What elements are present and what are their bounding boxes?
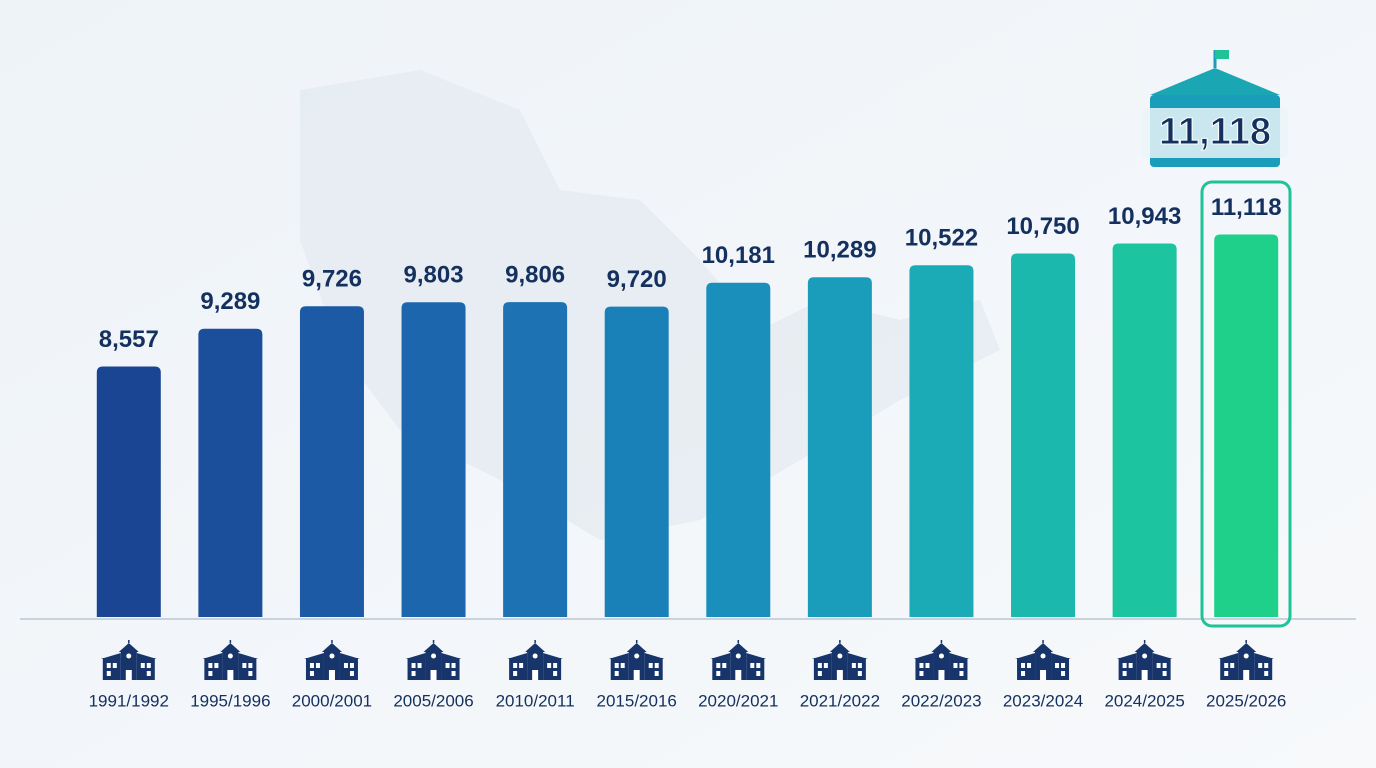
bar [1011, 253, 1076, 617]
bar [706, 282, 771, 617]
bar [96, 366, 161, 617]
highlight-frame [1200, 180, 1292, 628]
x-tick-label: 2020/2021 [698, 691, 778, 710]
bar [299, 306, 364, 617]
x-tick-label: 1995/1996 [190, 691, 270, 710]
bar [401, 302, 466, 617]
data-label: 10,750 [1006, 213, 1079, 240]
data-label: 9,720 [607, 266, 667, 293]
data-label: 11,118 [1211, 194, 1282, 221]
x-tick-label: 2000/2001 [292, 691, 372, 710]
x-tick-label: 2021/2022 [800, 691, 880, 710]
bar [909, 265, 974, 617]
bar [198, 328, 263, 617]
bar [1214, 234, 1279, 617]
x-tick-label: 2005/2006 [393, 691, 473, 710]
data-label: 10,522 [905, 225, 978, 252]
bar [807, 277, 872, 617]
x-tick-label: 2015/2016 [597, 691, 677, 710]
data-label: 10,181 [702, 242, 775, 269]
x-tick-label: 2023/2024 [1003, 691, 1083, 710]
data-label: 10,289 [803, 237, 876, 264]
x-tick-label: 1991/1992 [89, 691, 169, 710]
data-label: 9,726 [302, 266, 362, 293]
callout: 11,118 [1142, 50, 1288, 167]
data-label: 9,803 [404, 262, 464, 289]
data-label: 9,806 [505, 261, 565, 288]
x-tick-label: 2025/2026 [1206, 691, 1286, 710]
x-tick-label: 2024/2025 [1104, 691, 1184, 710]
bar [503, 302, 568, 617]
bar [1112, 243, 1177, 617]
data-label: 9,289 [200, 288, 260, 315]
data-label: 8,557 [99, 326, 159, 353]
data-label: 10,943 [1108, 203, 1181, 230]
x-tick-label: 2010/2011 [496, 691, 575, 710]
bar [604, 306, 669, 617]
callout-value: 11,118 [1159, 111, 1271, 153]
x-tick-label: 2022/2023 [901, 691, 981, 710]
